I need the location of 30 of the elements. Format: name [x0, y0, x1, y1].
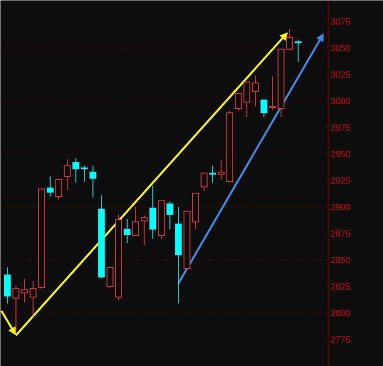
y-tick-label: 2900: [331, 204, 350, 210]
y-tick-label: 2825: [331, 283, 350, 290]
candlestick: [149, 185, 156, 240]
candlestick: [46, 176, 54, 197]
y-tick-label: 3050: [330, 44, 350, 52]
y-tick-label: 2775: [331, 336, 350, 342]
candlestick: [4, 266, 11, 304]
y-tick-label: 2925: [331, 177, 350, 184]
candlestick: [260, 99, 268, 118]
candlestick: [124, 218, 130, 244]
y-tick-label: 3000: [330, 98, 350, 104]
candlestick: [81, 165, 88, 182]
candlestick: [252, 75, 259, 107]
candlestick: [200, 172, 208, 192]
candlestick: [72, 158, 80, 183]
candlestick: [234, 93, 242, 111]
y-tick-label: 2950: [331, 150, 350, 158]
candlestick: [132, 206, 140, 236]
candlestick: [166, 201, 174, 230]
y-tick-label: 3075: [330, 18, 350, 25]
y-tick-label: 2875: [331, 230, 350, 237]
y-tick-label: 2800: [331, 310, 350, 316]
y-tick-label: 2975: [331, 124, 350, 131]
candlestick: [90, 165, 96, 198]
y-tick-label: 3025: [330, 71, 350, 78]
candlestick: [64, 158, 71, 190]
candlestick: [218, 160, 225, 180]
candlestick: [55, 178, 62, 200]
candlestick: [243, 81, 250, 118]
y-tick-label: 2850: [331, 256, 350, 264]
